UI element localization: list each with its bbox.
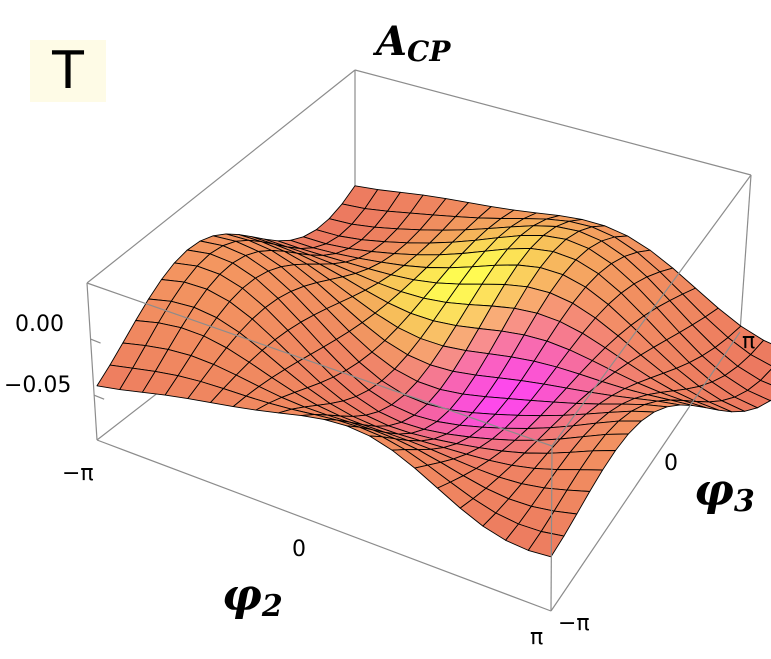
panel-label: T [30, 40, 106, 102]
x-axis-label: φ2 [222, 570, 283, 624]
z-tick-0: 0.00 [15, 312, 64, 337]
box-edge-top-back [354, 69, 752, 176]
surface-mesh [96, 185, 771, 558]
x-tick-min: −π [62, 461, 94, 486]
box-edge-top-right [551, 174, 752, 447]
box-edge-top-left [86, 69, 356, 284]
y-axis-label: φ3 [694, 465, 755, 519]
z-tick-1: −0.05 [4, 373, 71, 398]
y-tick-max: π [742, 329, 755, 354]
box-edge-front-vertical [550, 445, 553, 612]
x-tick-max: π [530, 625, 543, 650]
box-edge-bottom-right [550, 331, 741, 612]
box-edge-left-vertical [86, 282, 98, 441]
chart-title: ACP [372, 18, 451, 68]
box-edge-bottom-front [96, 439, 552, 612]
surface-cell [760, 368, 771, 386]
surface-cell [527, 531, 565, 558]
x-tick-mid: 0 [292, 537, 306, 562]
box-edge-top-front [86, 282, 553, 447]
z-tick-mark-0 [90, 338, 101, 344]
y-tick-mid: 0 [664, 451, 678, 476]
z-tick-mark-1 [93, 394, 105, 400]
bounding-box-front [86, 174, 752, 612]
y-tick-min: −π [558, 611, 590, 636]
box-edge-right-vertical [739, 174, 752, 333]
